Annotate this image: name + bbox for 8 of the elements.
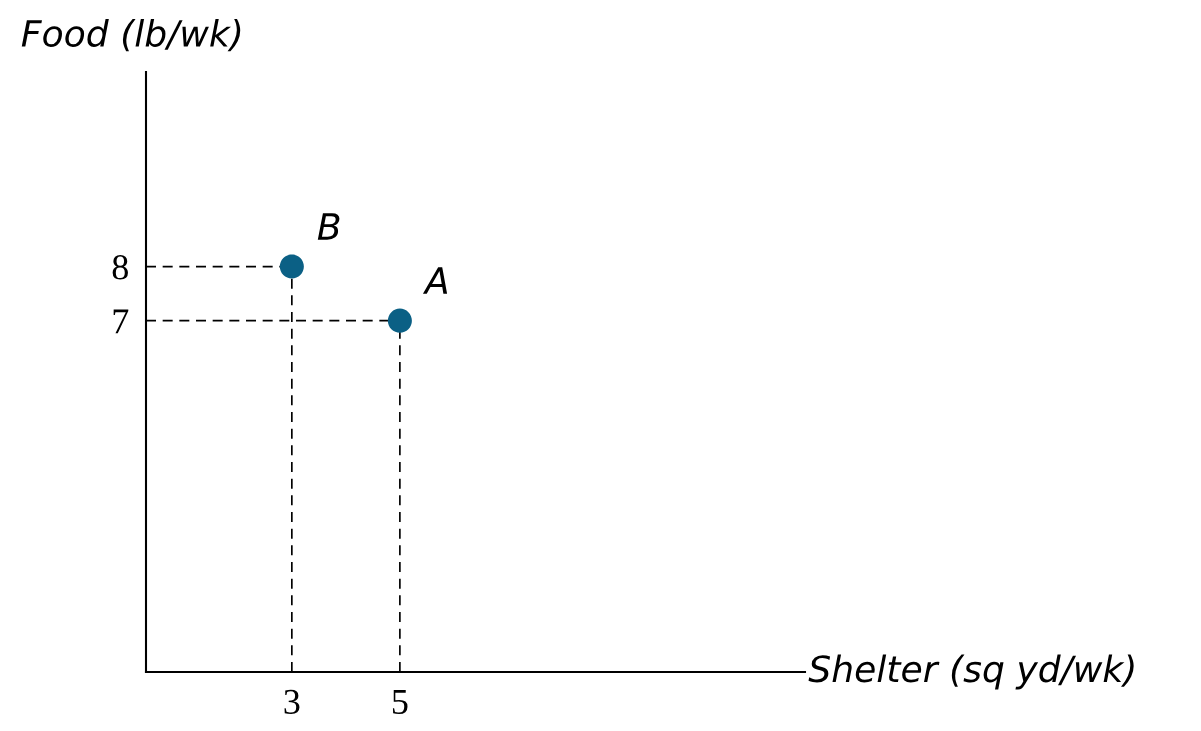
x-tick-label: 5 <box>392 690 408 715</box>
y-tick-label: 7 <box>113 309 129 334</box>
x-axis-title: Shelter (sq yd/wk) <box>808 654 1134 690</box>
y-axis-title: Food (lb/wk) <box>21 19 241 52</box>
y-tick-label: 8 <box>112 255 128 280</box>
annotation: A <box>422 267 448 294</box>
x-tick-label: 3 <box>284 689 300 715</box>
annotation: B <box>317 213 340 240</box>
